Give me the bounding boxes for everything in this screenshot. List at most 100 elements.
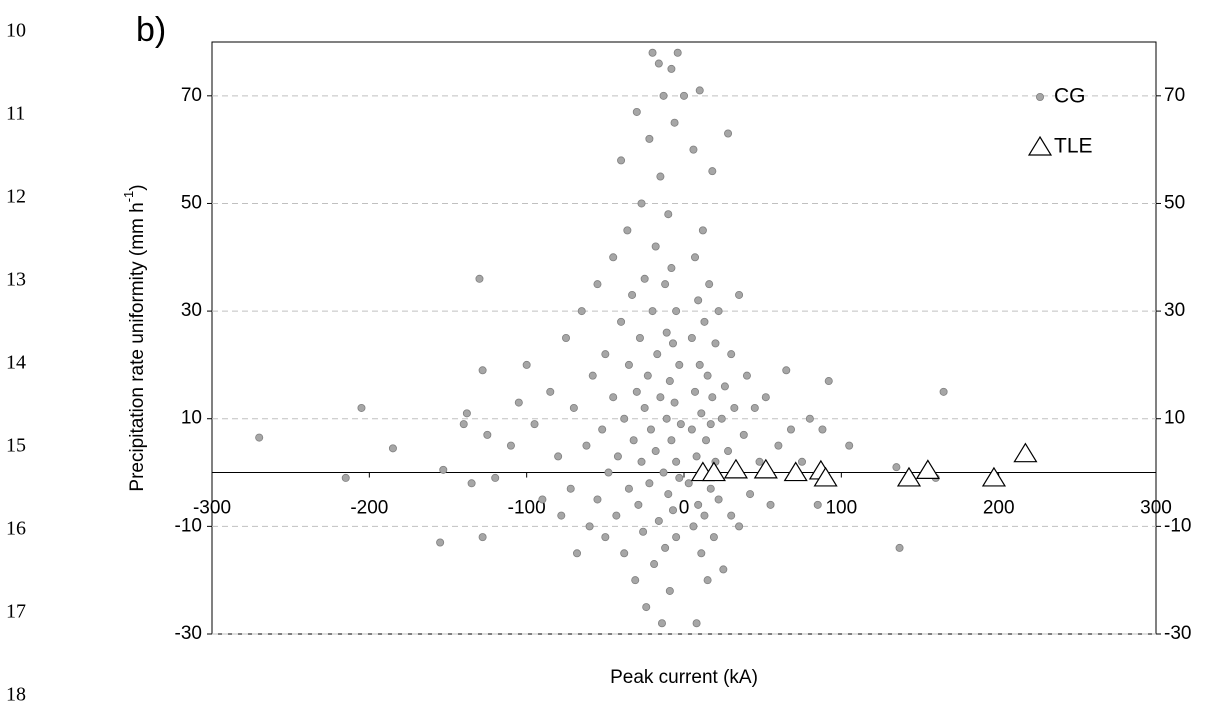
cg-point xyxy=(593,495,602,504)
y2-tick-label: -30 xyxy=(1164,623,1191,644)
cg-point xyxy=(462,409,471,418)
cg-point xyxy=(620,414,629,423)
cg-point xyxy=(774,441,783,450)
cg-point xyxy=(708,393,717,402)
cg-point xyxy=(645,134,654,143)
tle-marker xyxy=(701,461,726,482)
line-number: 10 xyxy=(6,20,26,42)
cg-point xyxy=(719,565,728,574)
legend-label: TLE xyxy=(1054,135,1093,158)
cg-point xyxy=(667,436,676,445)
cg-point xyxy=(661,280,670,289)
cg-point xyxy=(702,436,711,445)
cg-point xyxy=(651,447,660,456)
y-tick-label: 50 xyxy=(181,192,202,213)
cg-point xyxy=(700,317,709,326)
cg-point xyxy=(782,366,791,375)
x-tick-label: 0 xyxy=(679,498,690,519)
cg-point xyxy=(691,253,700,262)
legend-label: CG xyxy=(1054,85,1086,108)
cg-point xyxy=(632,387,641,396)
cg-point xyxy=(665,377,674,386)
cg-point xyxy=(648,307,657,316)
cg-point xyxy=(692,452,701,461)
x-tick-label: -100 xyxy=(508,498,546,519)
cg-point xyxy=(698,226,707,235)
cg-point xyxy=(813,500,822,509)
cg-point xyxy=(656,393,665,402)
cg-point xyxy=(546,387,555,396)
line-number: 13 xyxy=(6,269,26,291)
cg-point xyxy=(640,403,649,412)
cg-point xyxy=(694,296,703,305)
cg-point xyxy=(708,167,717,176)
x-tick-label: 200 xyxy=(983,498,1015,519)
cg-point xyxy=(720,382,729,391)
cg-point xyxy=(514,398,523,407)
cg-point xyxy=(645,479,654,488)
cg-point xyxy=(657,619,666,628)
cg-point xyxy=(612,511,621,520)
cg-point xyxy=(761,393,770,402)
cg-point xyxy=(357,403,366,412)
cg-point xyxy=(475,274,484,283)
cg-point xyxy=(604,468,613,477)
y-tick-label: -30 xyxy=(175,623,202,644)
cg-point xyxy=(689,145,698,154)
cg-point xyxy=(582,441,591,450)
cg-point xyxy=(629,436,638,445)
cg-point xyxy=(654,516,663,525)
cg-point xyxy=(598,425,607,434)
cg-point xyxy=(691,387,700,396)
cg-point xyxy=(705,280,714,289)
tle-marker xyxy=(783,461,808,482)
cg-point xyxy=(623,226,632,235)
cg-point xyxy=(593,280,602,289)
cg-point xyxy=(695,86,704,95)
cg-point xyxy=(694,500,703,509)
cg-point xyxy=(585,522,594,531)
cg-point xyxy=(648,48,657,57)
cg-point xyxy=(727,511,736,520)
cg-point xyxy=(459,420,468,429)
cg-point xyxy=(651,242,660,251)
cg-point xyxy=(654,59,663,68)
line-number: 14 xyxy=(6,352,26,374)
y-tick-label: -10 xyxy=(175,515,202,536)
y-axis-title-sup: -1 xyxy=(121,191,136,203)
cg-point xyxy=(632,107,641,116)
cg-point xyxy=(742,371,751,380)
y2-tick-label: 50 xyxy=(1164,192,1185,213)
cg-point xyxy=(714,495,723,504)
x-tick-label: -300 xyxy=(193,498,231,519)
cg-point xyxy=(562,333,571,342)
cg-point xyxy=(730,403,739,412)
cg-point xyxy=(939,387,948,396)
x-tick-label: 300 xyxy=(1140,498,1172,519)
cg-point xyxy=(388,444,397,453)
cg-point xyxy=(491,473,500,482)
cg-point xyxy=(675,473,684,482)
cg-point xyxy=(895,543,904,552)
cg-point xyxy=(601,350,610,359)
y-axis-title: Precipitation rate uniformity (mm h-1) xyxy=(121,184,148,491)
cg-point xyxy=(662,414,671,423)
cg-point xyxy=(620,549,629,558)
cg-point xyxy=(724,447,733,456)
tle-marker xyxy=(896,466,922,487)
y2-tick-label: 70 xyxy=(1164,85,1185,106)
cg-point xyxy=(439,465,448,474)
cg-point xyxy=(643,371,652,380)
cg-point xyxy=(755,457,764,466)
cg-point xyxy=(667,64,676,73)
cg-point xyxy=(700,511,709,520)
cg-point xyxy=(646,425,655,434)
cg-point xyxy=(642,603,651,612)
cg-point xyxy=(341,473,350,482)
tle-marker xyxy=(1013,442,1038,463)
cg-point xyxy=(706,420,715,429)
cg-point xyxy=(818,425,827,434)
cg-point xyxy=(798,457,807,466)
cg-point xyxy=(656,172,665,181)
